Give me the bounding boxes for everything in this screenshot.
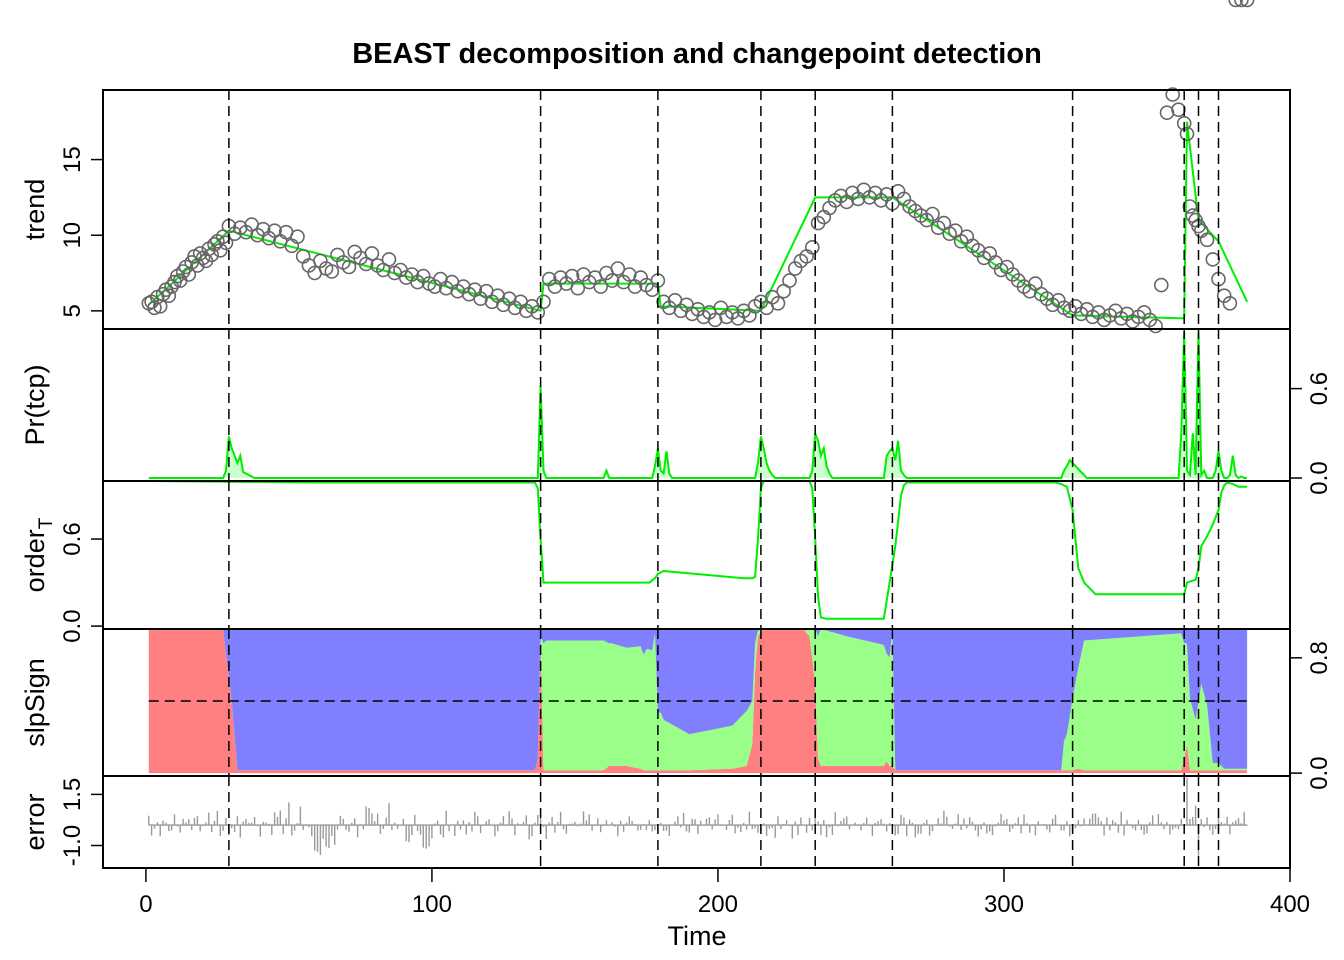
y-axis-label-text: trend — [20, 179, 50, 241]
panels: 51015trend0.00.6Pr(tcp)0.00.6orderT0.00.… — [20, 0, 1333, 869]
data-point — [1179, 126, 1195, 142]
y-axis-order: 0.0 0.6 — [59, 522, 104, 643]
y-axis-label-text: Pr(tcp) — [20, 365, 50, 446]
x-axis: 0 100 200 300 400 — [139, 867, 1310, 918]
data-point — [604, 273, 620, 288]
data-point — [341, 259, 357, 275]
data-point — [770, 295, 786, 311]
panel-error: -1.0 1.5 error — [20, 775, 1291, 869]
y-axis-label-text: error — [20, 793, 50, 850]
panel-frame — [102, 480, 1291, 630]
data-point — [1171, 102, 1186, 117]
panel-frame — [102, 328, 1291, 482]
x-tick-label: 300 — [984, 891, 1024, 918]
data-point — [570, 280, 586, 296]
data-point — [1199, 232, 1215, 248]
y-tick-label: -1.0 — [59, 825, 86, 866]
chart-title: BEAST decomposition and changepoint dete… — [352, 38, 1042, 70]
data-point — [593, 279, 609, 294]
panel-prob: 0.0 0.6 Pr(tcp) — [20, 328, 1333, 495]
changepoint-lines — [228, 481, 1220, 629]
data-point — [564, 268, 580, 284]
data-point — [804, 240, 820, 255]
data-point — [381, 252, 397, 267]
panel-frame — [102, 775, 1291, 869]
panel-frame — [102, 89, 1291, 330]
data-point — [161, 288, 177, 304]
data-point — [536, 294, 551, 310]
y-axis-label-order: orderT — [20, 517, 57, 592]
data-point — [1194, 223, 1209, 238]
y-axis-label-prob: Pr(tcp) — [20, 365, 50, 446]
y-axis-trend: 5 10 15 — [59, 146, 104, 317]
data-point — [1234, 0, 1249, 8]
y-axis-slpSign: 0.0 0.8 — [1289, 641, 1333, 790]
y-axis-label-trend: trend — [20, 179, 50, 241]
data-point — [610, 261, 626, 276]
x-axis-label: Time — [668, 921, 727, 951]
changepoint-lines — [228, 90, 1220, 329]
data-point — [925, 206, 940, 222]
data-point — [1182, 199, 1198, 214]
data-point — [147, 300, 162, 316]
data-point — [290, 229, 305, 244]
y-tick-label: 0.6 — [1306, 372, 1333, 405]
data-point — [1205, 252, 1221, 267]
probability-area — [148, 332, 1248, 478]
error-bars — [148, 777, 1248, 856]
y-tick-label: 0.0 — [1306, 461, 1333, 494]
data-point — [218, 235, 234, 251]
y-axis-label-slpSign: slpSign — [20, 658, 50, 747]
panel-slpSign: 0.0 0.8 slpSign — [20, 628, 1333, 790]
y-axis-label-text: slpSign — [20, 658, 50, 747]
data-point — [782, 273, 797, 288]
x-tick-label: 0 — [139, 891, 152, 918]
panel-trend: 5 10 15 trend — [20, 0, 1291, 334]
x-tick-label: 100 — [412, 891, 452, 918]
data-point — [1148, 318, 1163, 334]
y-axis-error: -1.0 1.5 — [59, 778, 104, 866]
probability-line — [148, 331, 1248, 480]
data-point — [364, 246, 380, 261]
y-axis-prob: 0.0 0.6 — [1289, 372, 1333, 495]
changepoint-lines — [228, 329, 1220, 481]
y-axis-label-text: order — [20, 529, 50, 592]
y-axis-label-error: error — [20, 793, 50, 850]
y-tick-label: 5 — [59, 304, 86, 317]
y-tick-label: 0.0 — [1306, 756, 1333, 789]
data-point — [1154, 277, 1169, 293]
data-point — [204, 247, 219, 263]
y-tick-label: 0.8 — [1306, 641, 1333, 674]
order-line — [148, 480, 1248, 620]
y-tick-label: 10 — [59, 222, 86, 249]
y-tick-label: 1.5 — [59, 778, 86, 811]
y-tick-label: 0.6 — [59, 522, 86, 555]
x-tick-label: 400 — [1270, 891, 1310, 918]
data-point — [1228, 0, 1243, 8]
slope-positive-area — [148, 629, 1248, 771]
data-points — [141, 0, 1255, 334]
data-point — [1165, 87, 1180, 102]
data-point — [324, 264, 340, 279]
data-point — [1222, 295, 1238, 311]
changepoint-lines — [228, 629, 1220, 776]
trend-fit-line — [148, 121, 1249, 320]
data-point — [1239, 0, 1255, 8]
y-axis-label-subscript: T — [36, 517, 57, 529]
y-tick-label: 15 — [59, 146, 86, 173]
slope-zero-area — [148, 629, 1248, 771]
y-tick-label: 0.0 — [59, 609, 86, 642]
x-tick-label: 200 — [698, 891, 738, 918]
